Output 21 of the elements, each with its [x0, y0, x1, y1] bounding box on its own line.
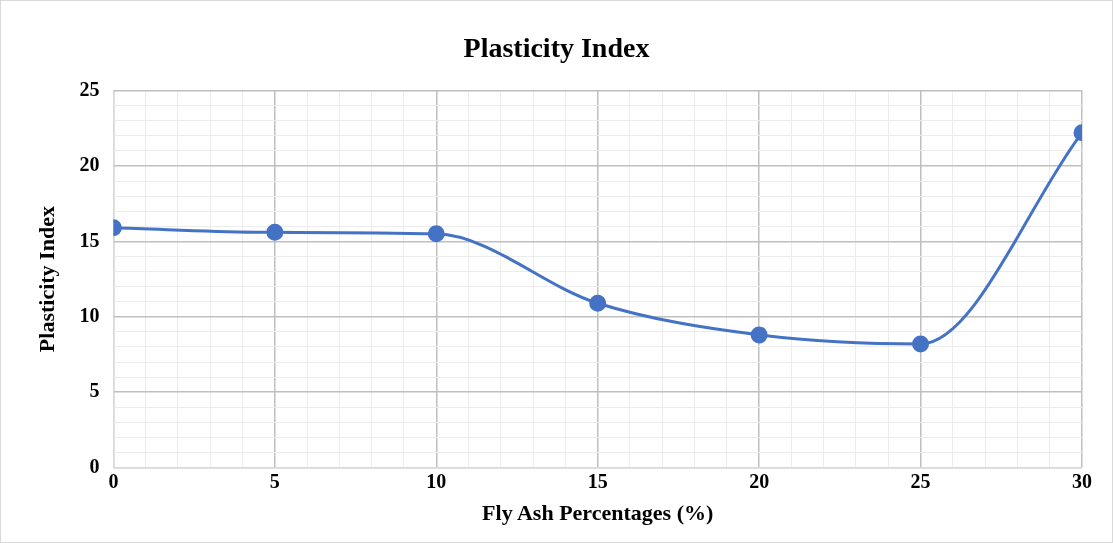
y-tick-label: 0: [89, 454, 100, 477]
point: [912, 335, 930, 353]
y-tick-label: 5: [89, 379, 100, 402]
x-tick-label: 15: [587, 469, 608, 492]
point: [427, 225, 445, 243]
y-tick-label: 10: [79, 303, 100, 326]
y-tick-label: 15: [79, 228, 100, 251]
chart-title: Plasticity Index: [463, 32, 650, 64]
x-tick-label: 20: [749, 469, 770, 492]
y-axis-title: Plasticity Index: [33, 206, 59, 353]
x-tick-label: 5: [269, 469, 280, 492]
point: [750, 326, 768, 344]
point: [589, 294, 607, 312]
x-axis-title: Fly Ash Percentages (%): [482, 500, 714, 526]
x-tick-label: 10: [426, 469, 447, 492]
y-tick-label: 25: [79, 77, 100, 100]
point: [266, 223, 284, 241]
x-tick-label: 0: [108, 469, 119, 492]
y-tick-label: 20: [79, 153, 100, 176]
x-tick-label: 25: [910, 469, 931, 492]
x-tick-label: 30: [1072, 469, 1092, 492]
